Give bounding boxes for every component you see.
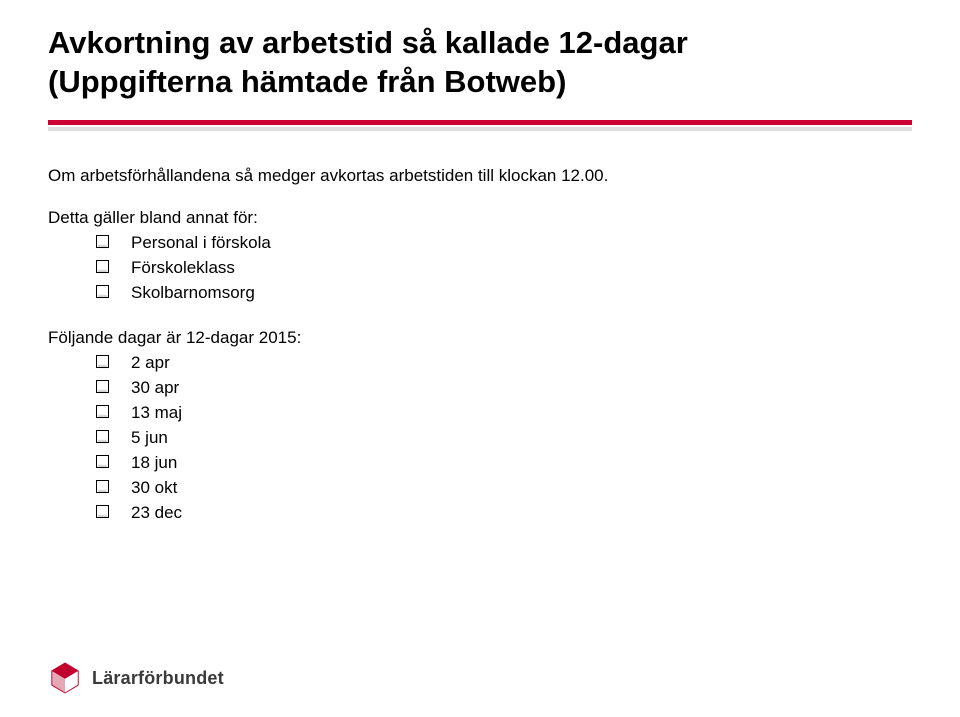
title-line-1: Avkortning av arbetstid så kallade 12-da… <box>48 25 688 60</box>
title-rule <box>48 120 912 125</box>
list-item: 18 jun <box>96 452 912 475</box>
list-item: Skolbarnomsorg <box>96 282 912 305</box>
checkbox-bullet-icon <box>96 285 109 298</box>
slide: Avkortning av arbetstid så kallade 12-da… <box>0 0 960 717</box>
list-item: 30 okt <box>96 477 912 500</box>
list-item-text: Skolbarnomsorg <box>131 282 912 305</box>
checkbox-bullet-icon <box>96 260 109 273</box>
applies-list: Personal i förskola Förskoleklass Skolba… <box>48 232 912 305</box>
slide-body: Om arbetsförhållandena så medger avkorta… <box>48 165 912 525</box>
list-item-text: 30 okt <box>131 477 912 500</box>
checkbox-bullet-icon <box>96 505 109 518</box>
checkbox-bullet-icon <box>96 480 109 493</box>
checkbox-bullet-icon <box>96 355 109 368</box>
checkbox-bullet-icon <box>96 380 109 393</box>
title-line-2: (Uppgifterna hämtade från Botweb) <box>48 64 566 99</box>
list-item: Personal i förskola <box>96 232 912 255</box>
logo-text: Lärarförbundet <box>92 668 224 689</box>
list-item-text: Personal i förskola <box>131 232 912 255</box>
list-item-text: 5 jun <box>131 427 912 450</box>
applies-intro: Detta gäller bland annat för: <box>48 207 912 230</box>
lararforbundet-logo-icon <box>48 661 82 695</box>
list-item-text: 18 jun <box>131 452 912 475</box>
list-item: 30 apr <box>96 377 912 400</box>
checkbox-bullet-icon <box>96 235 109 248</box>
checkbox-bullet-icon <box>96 455 109 468</box>
list-item-text: 23 dec <box>131 502 912 525</box>
list-item-text: Förskoleklass <box>131 257 912 280</box>
checkbox-bullet-icon <box>96 430 109 443</box>
slide-title: Avkortning av arbetstid så kallade 12-da… <box>48 24 912 102</box>
footer-logo: Lärarförbundet <box>48 661 224 695</box>
list-item: 13 maj <box>96 402 912 425</box>
list-item: Förskoleklass <box>96 257 912 280</box>
list-item: 5 jun <box>96 427 912 450</box>
title-rule-shadow <box>48 127 912 131</box>
dates-list: 2 apr 30 apr 13 maj 5 jun 18 jun 30 okt <box>48 352 912 525</box>
intro-paragraph: Om arbetsförhållandena så medger avkorta… <box>48 165 912 188</box>
list-item-text: 13 maj <box>131 402 912 425</box>
checkbox-bullet-icon <box>96 405 109 418</box>
list-item: 2 apr <box>96 352 912 375</box>
list-item-text: 2 apr <box>131 352 912 375</box>
list-item: 23 dec <box>96 502 912 525</box>
dates-intro: Följande dagar är 12-dagar 2015: <box>48 327 912 350</box>
list-item-text: 30 apr <box>131 377 912 400</box>
